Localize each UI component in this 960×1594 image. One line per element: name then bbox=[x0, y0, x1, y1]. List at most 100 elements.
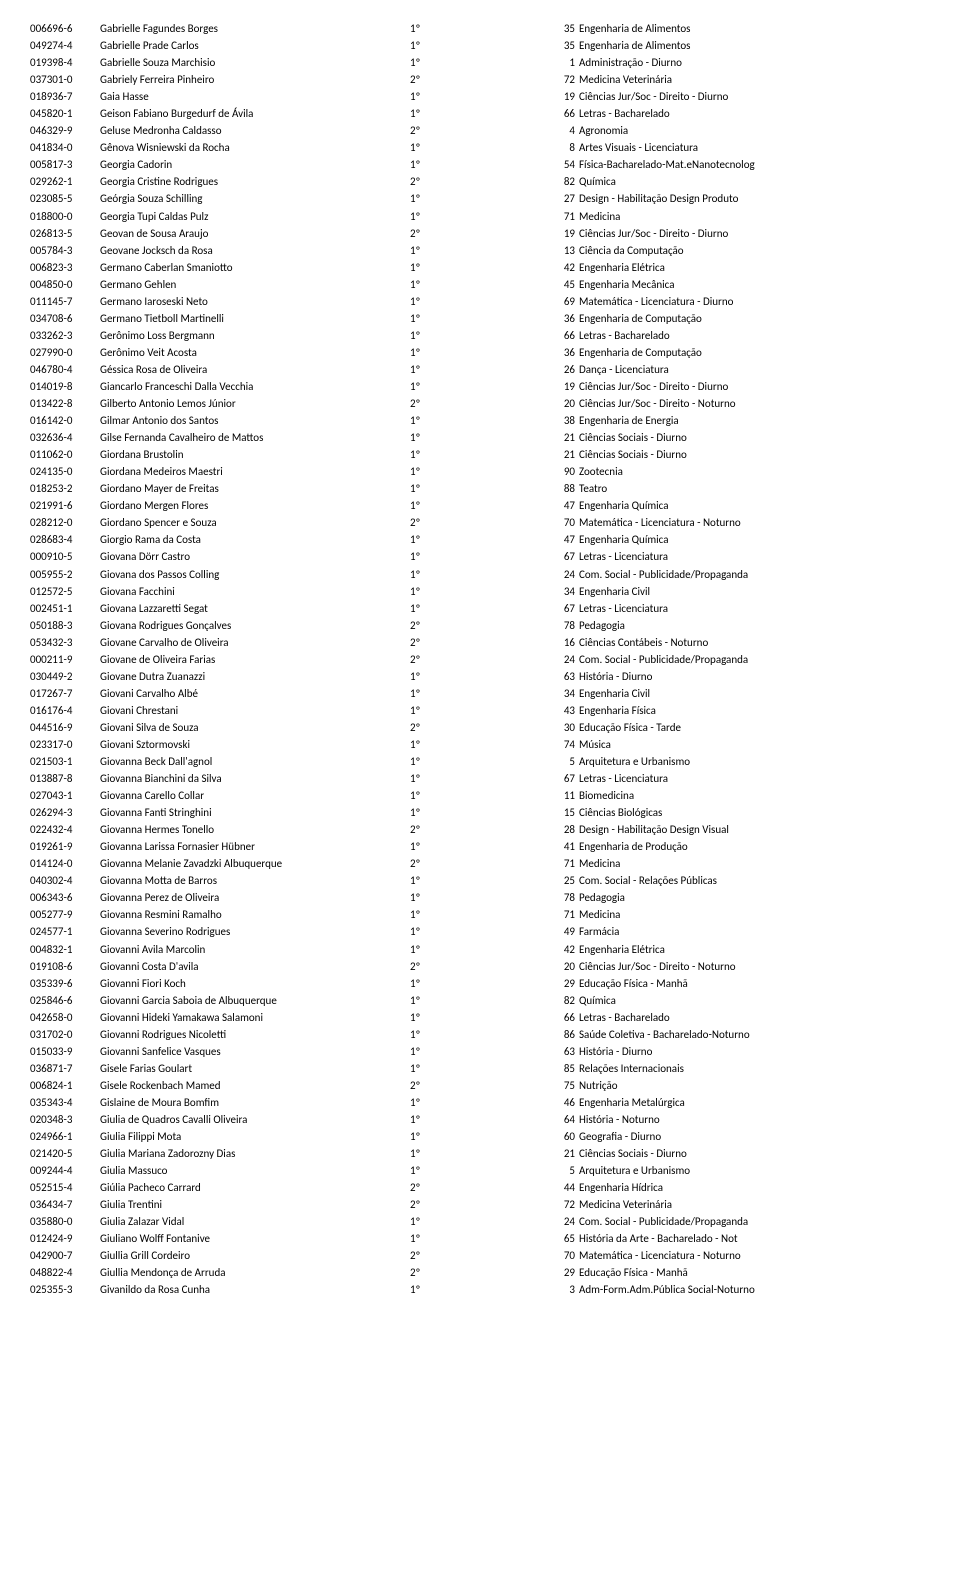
row-course: Relações Internacionais bbox=[579, 1060, 930, 1077]
row-id: 019398-4 bbox=[30, 54, 100, 71]
row-id: 012424-9 bbox=[30, 1230, 100, 1247]
table-row: 018936-7Gaia Hasse1º19Ciências Jur/Soc -… bbox=[30, 88, 930, 105]
row-name: Giulia Mariana Zadorozny Dias bbox=[100, 1145, 410, 1162]
row-option: 1º bbox=[410, 975, 545, 992]
row-course: Educação Física - Tarde bbox=[579, 719, 930, 736]
row-course: Ciências Sociais - Diurno bbox=[579, 446, 930, 463]
row-id: 023085-5 bbox=[30, 190, 100, 207]
row-option: 1º bbox=[410, 242, 545, 259]
row-option: 1º bbox=[410, 1281, 545, 1298]
row-name: Giulia Massuco bbox=[100, 1162, 410, 1179]
row-name: Giovanna Fanti Stringhini bbox=[100, 804, 410, 821]
row-name: Giovanni Avila Marcolin bbox=[100, 941, 410, 958]
row-course: Agronomia bbox=[579, 122, 930, 139]
table-row: 005955-2Giovana dos Passos Colling1º24Co… bbox=[30, 566, 930, 583]
row-option: 1º bbox=[410, 1009, 545, 1026]
row-option: 1º bbox=[410, 327, 545, 344]
row-name: Giullia Grill Cordeiro bbox=[100, 1247, 410, 1264]
row-option: 1º bbox=[410, 1162, 545, 1179]
row-option: 2º bbox=[410, 395, 545, 412]
row-number: 70 bbox=[545, 1247, 579, 1264]
row-number: 16 bbox=[545, 634, 579, 651]
row-number: 63 bbox=[545, 668, 579, 685]
row-number: 27 bbox=[545, 190, 579, 207]
row-option: 1º bbox=[410, 156, 545, 173]
row-id: 037301-0 bbox=[30, 71, 100, 88]
row-option: 1º bbox=[410, 310, 545, 327]
row-course: Pedagogia bbox=[579, 617, 930, 634]
row-course: Design - Habilitação Design Produto bbox=[579, 190, 930, 207]
table-row: 024577-1Giovanna Severino Rodrigues1º49F… bbox=[30, 923, 930, 940]
row-number: 43 bbox=[545, 702, 579, 719]
table-row: 013422-8Gilberto Antonio Lemos Júnior2º2… bbox=[30, 395, 930, 412]
row-id: 036871-7 bbox=[30, 1060, 100, 1077]
row-course: Engenharia Elétrica bbox=[579, 259, 930, 276]
row-id: 021420-5 bbox=[30, 1145, 100, 1162]
table-row: 005817-3Georgia Cadorin1º54Física-Bachar… bbox=[30, 156, 930, 173]
row-number: 65 bbox=[545, 1230, 579, 1247]
row-id: 015033-9 bbox=[30, 1043, 100, 1060]
table-row: 042658-0Giovanni Hideki Yamakawa Salamon… bbox=[30, 1009, 930, 1026]
row-name: Geovan de Sousa Araujo bbox=[100, 225, 410, 242]
table-row: 022432-4Giovanna Hermes Tonello2º28Desig… bbox=[30, 821, 930, 838]
row-course: Administração - Diurno bbox=[579, 54, 930, 71]
row-option: 1º bbox=[410, 992, 545, 1009]
row-number: 13 bbox=[545, 242, 579, 259]
row-id: 013422-8 bbox=[30, 395, 100, 412]
row-option: 1º bbox=[410, 1043, 545, 1060]
row-id: 018253-2 bbox=[30, 480, 100, 497]
row-id: 004832-1 bbox=[30, 941, 100, 958]
row-name: Giordano Mayer de Freitas bbox=[100, 480, 410, 497]
row-option: 1º bbox=[410, 702, 545, 719]
row-number: 19 bbox=[545, 378, 579, 395]
table-row: 027990-0Gerônimo Veit Acosta1º36Engenhar… bbox=[30, 344, 930, 361]
row-id: 000211-9 bbox=[30, 651, 100, 668]
row-number: 66 bbox=[545, 105, 579, 122]
row-option: 1º bbox=[410, 906, 545, 923]
table-row: 019398-4Gabrielle Souza Marchisio1º1Admi… bbox=[30, 54, 930, 71]
row-name: Giordana Brustolin bbox=[100, 446, 410, 463]
row-number: 67 bbox=[545, 770, 579, 787]
row-course: Medicina Veterinária bbox=[579, 71, 930, 88]
table-row: 032636-4Gilse Fernanda Cavalheiro de Mat… bbox=[30, 429, 930, 446]
row-option: 2º bbox=[410, 634, 545, 651]
row-option: 2º bbox=[410, 173, 545, 190]
row-name: Giullia Mendonça de Arruda bbox=[100, 1264, 410, 1281]
row-name: Gerônimo Veit Acosta bbox=[100, 344, 410, 361]
row-option: 1º bbox=[410, 1145, 545, 1162]
row-number: 66 bbox=[545, 327, 579, 344]
row-course: Ciências Jur/Soc - Direito - Diurno bbox=[579, 378, 930, 395]
row-name: Giancarlo Franceschi Dalla Vecchia bbox=[100, 378, 410, 395]
row-course: Engenharia de Computação bbox=[579, 344, 930, 361]
row-number: 36 bbox=[545, 310, 579, 327]
row-number: 24 bbox=[545, 651, 579, 668]
row-name: Giovanni Sanfelice Vasques bbox=[100, 1043, 410, 1060]
row-course: Geografia - Diurno bbox=[579, 1128, 930, 1145]
table-row: 035339-6Giovanni Fiori Koch1º29Educação … bbox=[30, 975, 930, 992]
row-id: 014019-8 bbox=[30, 378, 100, 395]
row-option: 1º bbox=[410, 259, 545, 276]
row-number: 72 bbox=[545, 1196, 579, 1213]
row-course: Com. Social - Relações Públicas bbox=[579, 872, 930, 889]
table-row: 034708-6Germano Tietboll Martinelli1º36E… bbox=[30, 310, 930, 327]
row-number: 86 bbox=[545, 1026, 579, 1043]
row-id: 017267-7 bbox=[30, 685, 100, 702]
table-row: 006823-3Germano Caberlan Smaniotto1º42En… bbox=[30, 259, 930, 276]
row-id: 042900-7 bbox=[30, 1247, 100, 1264]
row-option: 1º bbox=[410, 446, 545, 463]
table-row: 005784-3Geovane Jocksch da Rosa1º13Ciênc… bbox=[30, 242, 930, 259]
row-course: Educação Física - Manhã bbox=[579, 1264, 930, 1281]
row-id: 025355-3 bbox=[30, 1281, 100, 1298]
row-number: 67 bbox=[545, 600, 579, 617]
row-number: 74 bbox=[545, 736, 579, 753]
row-course: Artes Visuais - Licenciatura bbox=[579, 139, 930, 156]
table-row: 023085-5Geórgia Souza Schilling1º27Desig… bbox=[30, 190, 930, 207]
row-id: 006823-3 bbox=[30, 259, 100, 276]
row-option: 1º bbox=[410, 1026, 545, 1043]
row-name: Giovane Carvalho de Oliveira bbox=[100, 634, 410, 651]
row-option: 1º bbox=[410, 276, 545, 293]
row-name: Giordano Mergen Flores bbox=[100, 497, 410, 514]
row-number: 21 bbox=[545, 429, 579, 446]
row-name: Giovanna Motta de Barros bbox=[100, 872, 410, 889]
row-number: 69 bbox=[545, 293, 579, 310]
